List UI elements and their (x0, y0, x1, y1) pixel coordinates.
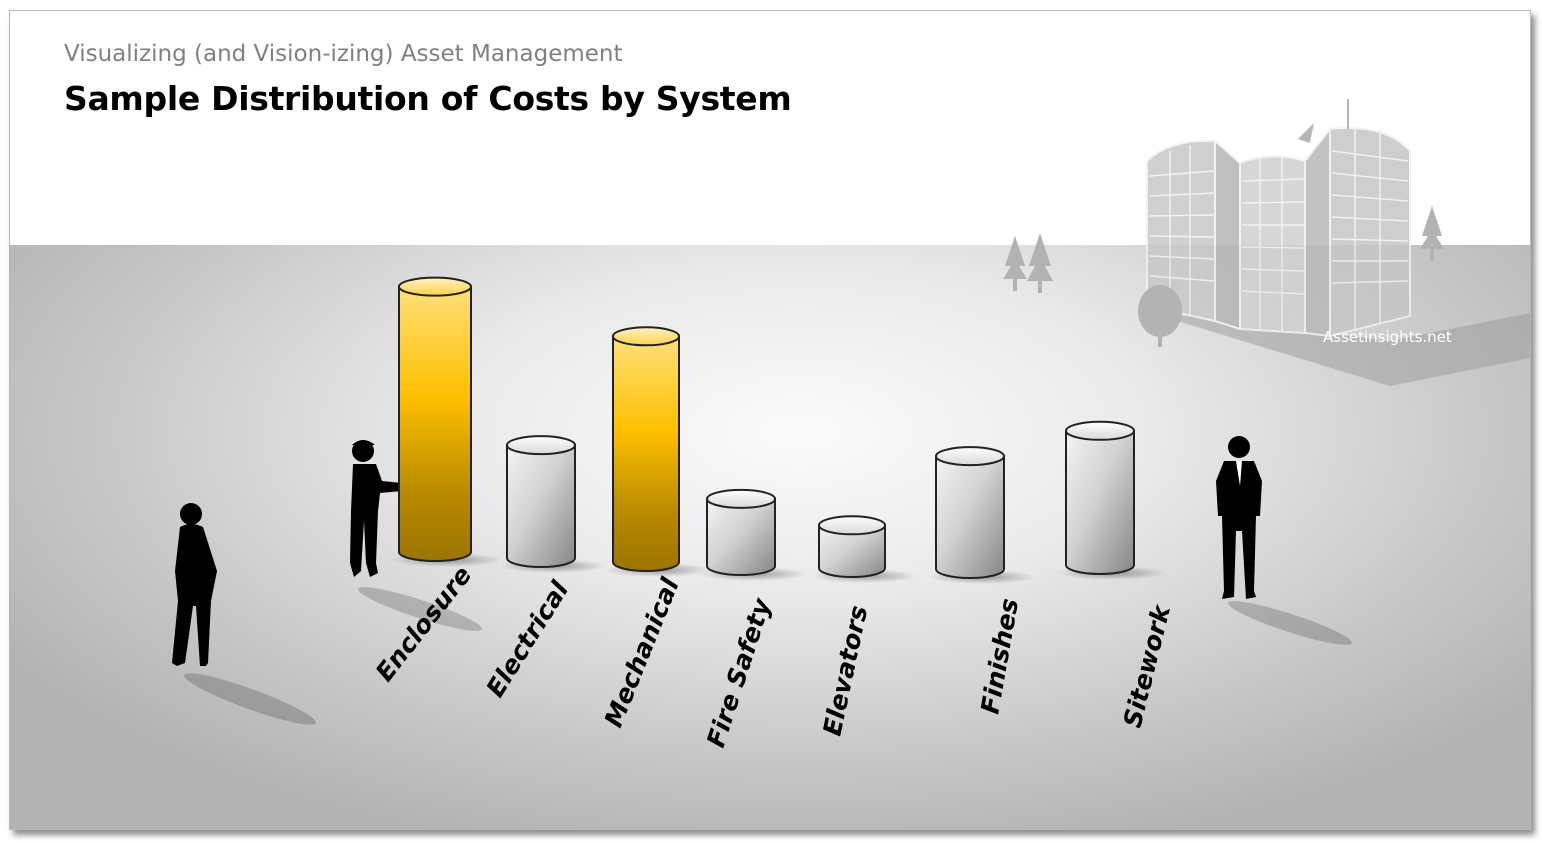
category-label-electrical: Electrical (480, 576, 574, 702)
person-silhouette-woman (172, 503, 316, 725)
slide-subtitle: Visualizing (and Vision-izing) Asset Man… (64, 41, 623, 67)
bar-sitework (1058, 420, 1166, 580)
bar-body (612, 335, 680, 572)
bar-enclosure (391, 276, 503, 567)
bar-top (398, 276, 472, 297)
bar-top (506, 435, 576, 456)
bar-body (1065, 429, 1135, 575)
bar-top (1065, 420, 1135, 441)
category-label-sitework: Sitework (1118, 601, 1177, 730)
bar-body (706, 497, 776, 576)
category-labels: Enclosure Electrical Mechanical Fire Safety… (370, 561, 1176, 751)
bar-electrical (499, 435, 607, 573)
bar-finishes (928, 446, 1036, 584)
category-label-mechanical: Mechanical (599, 574, 685, 732)
bar-top (818, 515, 886, 536)
watermark-text: Assetinsights.net (1323, 328, 1452, 346)
bar-top (612, 326, 680, 347)
bar-top (935, 446, 1005, 467)
category-label-finishes: Finishes (975, 596, 1024, 716)
person-silhouette-worker (350, 440, 482, 631)
category-label-elevators: Elevators (818, 603, 874, 738)
bar-mechanical (605, 326, 711, 577)
bar-top (706, 488, 776, 509)
bar-fire-safety (699, 488, 807, 581)
bar-body (935, 455, 1005, 579)
category-label-fire-safety: Fire Safety (701, 593, 777, 751)
bar-body (398, 285, 472, 562)
bar-body (506, 444, 576, 568)
building-illustration (1145, 99, 1530, 386)
slide: Visualizing (and Vision-izing) Asset Man… (9, 10, 1531, 830)
bar-elevators (811, 515, 917, 583)
bar-body (818, 524, 886, 578)
bars-layer (391, 276, 1166, 584)
cost-chart: Enclosure Electrical Mechanical Fire Safety… (172, 99, 1530, 751)
person-silhouette-businessman (1216, 436, 1352, 645)
tree-icon (1003, 206, 1444, 347)
slide-title: Sample Distribution of Costs by System (64, 79, 792, 118)
